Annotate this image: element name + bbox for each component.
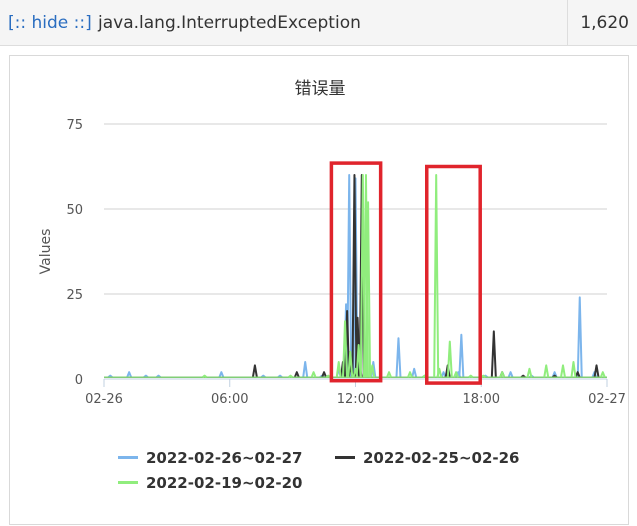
highlight-box-1 (329, 161, 383, 383)
series-1-spike-11 (346, 174, 353, 378)
y-tick-label-2: 50 (66, 203, 83, 218)
series-3-spike-3 (325, 374, 331, 379)
series-1-spike-17 (411, 367, 418, 378)
series-3-spike-26 (570, 361, 577, 378)
series-1-spike-21 (458, 333, 465, 378)
series-3-spike-5 (342, 320, 349, 378)
series-2-spike-0 (251, 364, 258, 378)
series-3-spike-22 (499, 371, 506, 378)
exception-count: 1,620 (580, 13, 629, 33)
column-divider (567, 0, 568, 46)
legend-label-series-2: 2022-02-25~02-26 (363, 449, 520, 467)
error-chart: 错误量 0 25 50 75 02-26 06:00 12:00 18:00 02-27 Value… (38, 79, 626, 407)
series-1-spike-16 (395, 337, 402, 378)
series-3-spike-6 (347, 350, 354, 378)
series-3-spike-13 (386, 371, 392, 378)
error-chart-panel: 错误量 0 25 50 75 02-26 06:00 12:00 18:00 02-27 Value… (9, 55, 629, 525)
series-3-spike-18 (446, 340, 453, 378)
series-3-spike-1 (287, 374, 294, 379)
highlight-box-2 (425, 164, 482, 385)
x-tick-label-4: 02-27 (588, 392, 626, 407)
legend-swatch-series-3 (118, 480, 138, 484)
legend-item-series-3[interactable]: 2022-02-19~02-20 (118, 474, 303, 492)
series-2-spike-2 (321, 371, 327, 378)
series-3-spike-4 (335, 361, 342, 378)
legend-item-series-2[interactable]: 2022-02-25~02-26 (335, 449, 520, 467)
x-tick-label-0: 02-26 (85, 392, 123, 407)
series-1-spike-7 (302, 361, 309, 378)
series-1-spike-13 (352, 177, 359, 378)
x-tick-label-2: 12:00 (337, 392, 374, 407)
series-3-spike-17 (436, 367, 443, 378)
series-3-spike-14 (407, 371, 413, 378)
y-tick-label-1: 25 (66, 288, 83, 303)
series-3-spike-25 (560, 364, 566, 378)
series-3-spike-16 (433, 174, 440, 378)
series-1-spike-26 (576, 296, 583, 378)
series-1-spike-19 (440, 371, 447, 378)
y-tick-label-0: 0 (75, 373, 83, 388)
legend-label-series-1: 2022-02-26~02-27 (146, 449, 303, 467)
series-3-spike-0 (201, 374, 208, 379)
series-3-spike-2 (310, 371, 317, 378)
exception-row: [:: hide ::] java.lang.InterruptedExcept… (0, 0, 637, 46)
series-3-spike-11 (365, 201, 372, 378)
hide-link[interactable]: [:: hide ::] (8, 13, 92, 33)
exception-name: java.lang.InterruptedException (98, 13, 361, 33)
series-2-spike-17 (593, 364, 600, 378)
legend-swatch-series-1 (118, 455, 138, 459)
x-tick-label-1: 06:00 (211, 392, 248, 407)
legend-label-series-3: 2022-02-19~02-20 (146, 474, 303, 492)
series-2-spike-9 (358, 174, 365, 378)
series-3-spike-19 (453, 371, 460, 378)
legend-item-series-1[interactable]: 2022-02-26~02-27 (118, 449, 303, 467)
chart-title: 错误量 (295, 79, 346, 99)
series-3-spike-24 (543, 364, 550, 378)
y-axis-label: Values (38, 229, 54, 275)
y-tick-label-3: 75 (66, 118, 83, 133)
x-tick-label-3: 18:00 (463, 392, 500, 407)
legend-swatch-series-2 (335, 455, 355, 459)
series-2-spike-16 (574, 371, 581, 378)
series-3-spike-23 (526, 367, 533, 378)
series-3-spike-20 (468, 374, 474, 379)
series-3-spike-27 (599, 371, 606, 378)
series-2-spike-1 (293, 371, 300, 378)
series-3-spike-21 (480, 374, 486, 379)
series-2-spike-6 (351, 174, 358, 378)
series-2-spike-12 (490, 330, 497, 378)
series-1-spike-23 (507, 371, 514, 378)
series-1-spike-4 (218, 371, 225, 378)
series-1-spike-1 (126, 371, 133, 378)
series-3-spike-12 (369, 364, 376, 378)
